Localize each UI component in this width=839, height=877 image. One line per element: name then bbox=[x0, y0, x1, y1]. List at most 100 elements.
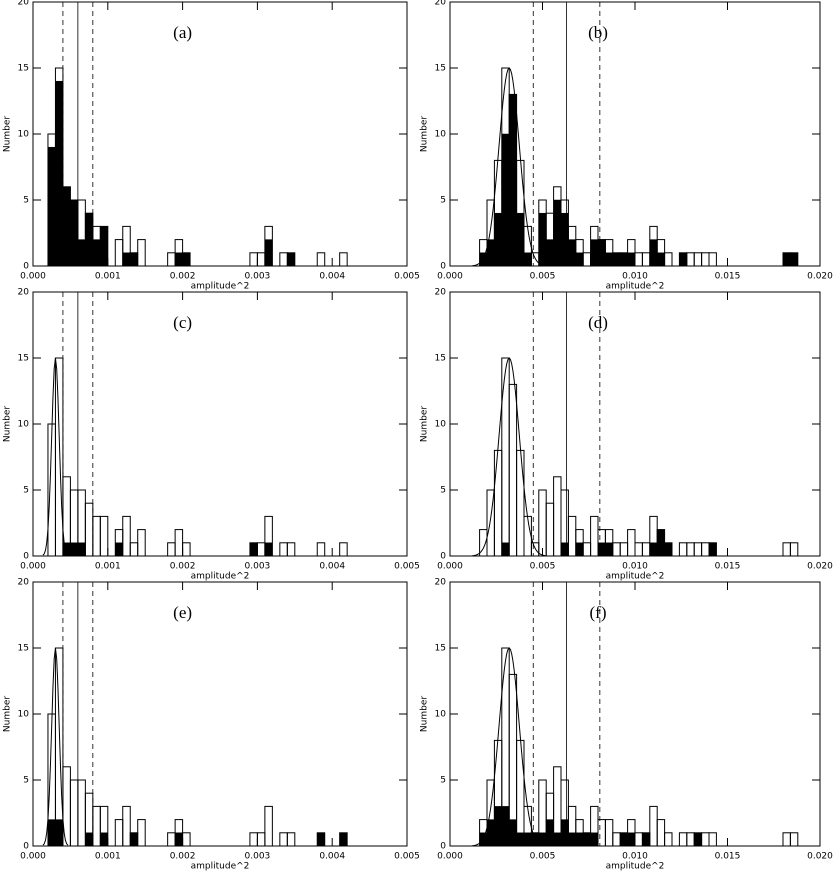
x-tick-label: 0.000 bbox=[437, 852, 463, 862]
outline-bar bbox=[114, 239, 124, 267]
filled-bar bbox=[122, 252, 131, 267]
outline-bar bbox=[256, 832, 266, 847]
x-tick-label: 0.000 bbox=[20, 562, 46, 572]
filled-bar bbox=[656, 252, 665, 267]
filled-bar bbox=[597, 542, 606, 557]
x-tick-label: 0.005 bbox=[530, 562, 556, 572]
x-tick-label: 0.004 bbox=[319, 272, 345, 282]
y-tick-label: 10 bbox=[435, 710, 447, 720]
filled-bar bbox=[47, 819, 56, 847]
outline-bar bbox=[122, 805, 131, 847]
x-tick-label: 0.010 bbox=[622, 562, 648, 572]
outline-bar bbox=[264, 805, 273, 847]
panel: 0.000 0.001 0.002 0.003 0.004 0.005 0 5 10 15 20 am… bbox=[3, 578, 420, 872]
filled-bar bbox=[479, 832, 488, 847]
outline-bar bbox=[77, 779, 86, 847]
outline-bar bbox=[664, 252, 673, 267]
outline-bar bbox=[54, 647, 64, 847]
outline-bar bbox=[286, 832, 296, 847]
filled-bar bbox=[92, 239, 101, 267]
filled-bar bbox=[782, 252, 791, 267]
fit-curve bbox=[472, 647, 547, 847]
x-tick-label: 0.020 bbox=[807, 272, 833, 282]
outline-bar bbox=[649, 805, 658, 847]
outline-bar bbox=[316, 252, 326, 267]
panel-label: (c) bbox=[173, 313, 192, 332]
x-tick-label: 0.000 bbox=[437, 272, 463, 282]
panel-label: (e) bbox=[173, 603, 192, 622]
y-tick-label: 0 bbox=[440, 262, 446, 272]
y-tick-label: 5 bbox=[23, 196, 29, 206]
y-axis-label: Number bbox=[3, 406, 13, 442]
y-tick-label: 15 bbox=[435, 354, 446, 364]
y-tick-label: 15 bbox=[18, 354, 29, 364]
y-axis-label: Number bbox=[420, 406, 430, 442]
y-tick-label: 15 bbox=[18, 64, 29, 74]
x-tick-label: 0.001 bbox=[95, 562, 121, 572]
filled-bar bbox=[501, 542, 510, 557]
outline-bar bbox=[137, 239, 146, 267]
x-axis-label: amplitude^2 bbox=[606, 572, 665, 582]
x-tick-label: 0.020 bbox=[807, 562, 833, 572]
y-tick-label: 20 bbox=[435, 0, 447, 8]
outline-bar bbox=[678, 542, 688, 557]
y-tick-label: 5 bbox=[440, 776, 446, 786]
outline-bar bbox=[686, 542, 695, 557]
outline-bar bbox=[782, 832, 791, 847]
filled-bar bbox=[70, 542, 79, 557]
fit-curve bbox=[472, 357, 547, 557]
filled-bar bbox=[545, 819, 554, 847]
outline-bar bbox=[789, 542, 799, 557]
filled-bar bbox=[649, 542, 658, 557]
y-tick-label: 0 bbox=[23, 262, 29, 272]
outline-bar bbox=[604, 819, 614, 847]
y-axis-label: Number bbox=[3, 116, 13, 152]
outline-bar bbox=[545, 502, 555, 557]
filled-bar bbox=[77, 239, 86, 267]
x-tick-label: 0.005 bbox=[394, 852, 420, 862]
x-tick-label: 0.004 bbox=[319, 852, 345, 862]
outline-bar bbox=[693, 252, 703, 267]
panel-label: (b) bbox=[588, 23, 608, 42]
y-tick-label: 15 bbox=[18, 644, 29, 654]
outline-bar bbox=[656, 819, 666, 847]
outline-bar bbox=[122, 515, 131, 557]
x-axis-label: amplitude^2 bbox=[191, 862, 250, 872]
filled-bar bbox=[605, 542, 614, 557]
filled-bar bbox=[568, 832, 577, 847]
filled-bar bbox=[619, 832, 628, 847]
y-tick-label: 20 bbox=[18, 0, 30, 8]
y-tick-label: 15 bbox=[435, 64, 446, 74]
x-tick-label: 0.001 bbox=[95, 852, 121, 862]
outline-bar bbox=[286, 542, 296, 557]
panel-label: (a) bbox=[173, 23, 192, 42]
outline-bar bbox=[567, 515, 577, 557]
filled-bar bbox=[790, 252, 799, 267]
filled-bar bbox=[494, 806, 503, 847]
filled-bar bbox=[55, 819, 64, 847]
outline-bar bbox=[99, 515, 109, 557]
outline-bar bbox=[590, 515, 599, 557]
x-tick-label: 0.020 bbox=[807, 852, 833, 862]
panel: 0.000 0.001 0.002 0.003 0.004 0.005 0 5 10 15 20 am… bbox=[3, 288, 420, 582]
filled-bar bbox=[70, 199, 79, 267]
outline-bar bbox=[530, 542, 540, 557]
filled-bar bbox=[582, 832, 591, 847]
filled-bar bbox=[494, 212, 503, 267]
filled-bar bbox=[568, 239, 577, 267]
x-tick-label: 0.005 bbox=[530, 272, 556, 282]
y-tick-label: 20 bbox=[18, 578, 30, 588]
filled-bar bbox=[264, 239, 273, 267]
y-tick-label: 5 bbox=[23, 486, 29, 496]
y-tick-label: 15 bbox=[435, 644, 446, 654]
outline-bar bbox=[256, 252, 266, 267]
y-tick-label: 20 bbox=[435, 578, 447, 588]
outline-bar bbox=[553, 476, 562, 557]
filled-bar bbox=[501, 806, 510, 847]
filled-bar bbox=[575, 542, 584, 557]
outline-bar bbox=[249, 252, 258, 267]
outline-bar bbox=[612, 832, 621, 847]
outline-bar bbox=[641, 542, 651, 557]
